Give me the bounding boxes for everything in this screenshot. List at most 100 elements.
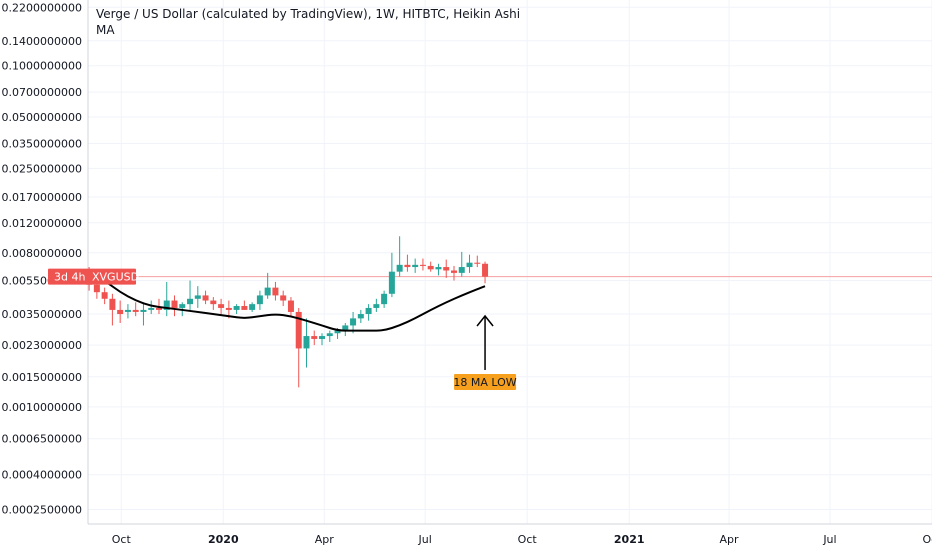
- candle[interactable]: [388, 252, 395, 298]
- candle[interactable]: [233, 304, 240, 315]
- candle[interactable]: [256, 290, 263, 310]
- candle-body: [474, 262, 481, 264]
- candle-body: [109, 298, 116, 310]
- candle[interactable]: [272, 281, 279, 301]
- candle[interactable]: [319, 333, 326, 346]
- candle[interactable]: [474, 255, 481, 268]
- candle-body: [373, 304, 380, 308]
- candle[interactable]: [311, 330, 318, 346]
- candle[interactable]: [124, 304, 131, 319]
- candle[interactable]: [450, 265, 457, 281]
- annotation-label[interactable]: 18 MA LOW: [453, 374, 517, 390]
- candle[interactable]: [264, 272, 271, 299]
- annotation-bg: [454, 374, 517, 390]
- candle-body: [435, 267, 442, 270]
- candle[interactable]: [101, 287, 108, 305]
- candle[interactable]: [218, 298, 225, 315]
- candle-body: [101, 292, 108, 299]
- candle[interactable]: [365, 304, 372, 321]
- candle-body: [140, 309, 147, 312]
- candle[interactable]: [443, 259, 450, 278]
- candle[interactable]: [458, 251, 465, 277]
- candle-body: [202, 295, 209, 301]
- candle-body: [412, 264, 419, 268]
- candle-body: [466, 262, 473, 268]
- candle[interactable]: [357, 309, 364, 324]
- candle[interactable]: [303, 318, 310, 368]
- candle-body: [388, 271, 395, 294]
- candle[interactable]: [287, 297, 294, 317]
- x-tick-label: Jul: [418, 533, 432, 546]
- candle-body: [218, 304, 225, 308]
- candle-body: [482, 263, 489, 277]
- candle[interactable]: [109, 293, 116, 326]
- candle[interactable]: [148, 300, 155, 315]
- candle-body: [264, 287, 271, 296]
- candle-body: [93, 284, 100, 293]
- price-tag-bg: [48, 268, 136, 285]
- price-tag-countdown: 3d 4h: [54, 271, 85, 284]
- y-tick-label: 0.0120000000: [2, 217, 82, 230]
- candle[interactable]: [187, 280, 194, 310]
- candle-body: [249, 304, 256, 310]
- x-tick-label: Oct: [112, 533, 132, 546]
- candle[interactable]: [117, 300, 124, 324]
- y-axis: 0.2200000000 0.1400000000 0.1000000000 0.07…: [2, 0, 89, 524]
- candle[interactable]: [435, 263, 442, 276]
- candle-body: [443, 267, 450, 271]
- candle[interactable]: [210, 297, 217, 310]
- ma-line: [88, 273, 486, 332]
- candle[interactable]: [241, 300, 248, 310]
- candle[interactable]: [326, 330, 333, 342]
- x-tick-label: Jul: [822, 533, 836, 546]
- candle[interactable]: [194, 286, 201, 308]
- y-tick-label: 0.0035000000: [2, 308, 82, 321]
- candle[interactable]: [202, 290, 209, 305]
- y-tick-label: 0.0004000000: [2, 469, 82, 482]
- candle-body: [124, 309, 131, 312]
- candle-body: [381, 293, 388, 305]
- y-tick-label: 0.1400000000: [2, 35, 82, 48]
- candle[interactable]: [249, 302, 256, 312]
- candle[interactable]: [419, 258, 426, 271]
- candle[interactable]: [163, 281, 170, 317]
- y-tick-label: 0.0010000000: [2, 401, 82, 414]
- candle[interactable]: [396, 236, 403, 277]
- candle-body: [280, 295, 287, 301]
- candle[interactable]: [171, 295, 178, 317]
- y-tick-label: 0.0350000000: [2, 137, 82, 150]
- candles[interactable]: [86, 236, 489, 388]
- candle-body: [350, 318, 357, 326]
- candle[interactable]: [404, 254, 411, 272]
- candle-body: [256, 295, 263, 305]
- candle-body: [272, 287, 279, 296]
- candle[interactable]: [412, 258, 419, 273]
- y-tick-label: 0.0080000000: [2, 247, 82, 260]
- candle[interactable]: [342, 323, 349, 337]
- candle-body: [357, 314, 364, 319]
- y-tick-label: 0.0700000000: [2, 86, 82, 99]
- price-tag[interactable]: 3d 4h XVGUSD: [48, 268, 139, 285]
- x-tick-label: 2020: [208, 533, 239, 546]
- candle[interactable]: [381, 290, 388, 308]
- candle[interactable]: [132, 302, 139, 317]
- candle-body: [419, 264, 426, 266]
- x-axis: Oct 2020 Apr Jul Oct 2021 Apr Jul Oct: [88, 523, 932, 546]
- candle-body: [326, 333, 333, 337]
- y-tick-label: 0.2200000000: [2, 1, 82, 14]
- candle[interactable]: [466, 254, 473, 273]
- candle[interactable]: [295, 307, 302, 388]
- overlays: 3d 4h XVGUSD 18 MA LOW: [48, 268, 517, 390]
- candle[interactable]: [373, 298, 380, 312]
- candle[interactable]: [280, 290, 287, 307]
- x-tick-label: Apr: [720, 533, 740, 546]
- indicator-label[interactable]: MA: [96, 23, 115, 37]
- candle[interactable]: [140, 302, 147, 326]
- candle[interactable]: [427, 261, 434, 272]
- candle[interactable]: [482, 261, 489, 284]
- candle-body: [225, 307, 232, 310]
- y-tick-label: 0.0250000000: [2, 162, 82, 175]
- x-tick-label: Oct: [518, 533, 538, 546]
